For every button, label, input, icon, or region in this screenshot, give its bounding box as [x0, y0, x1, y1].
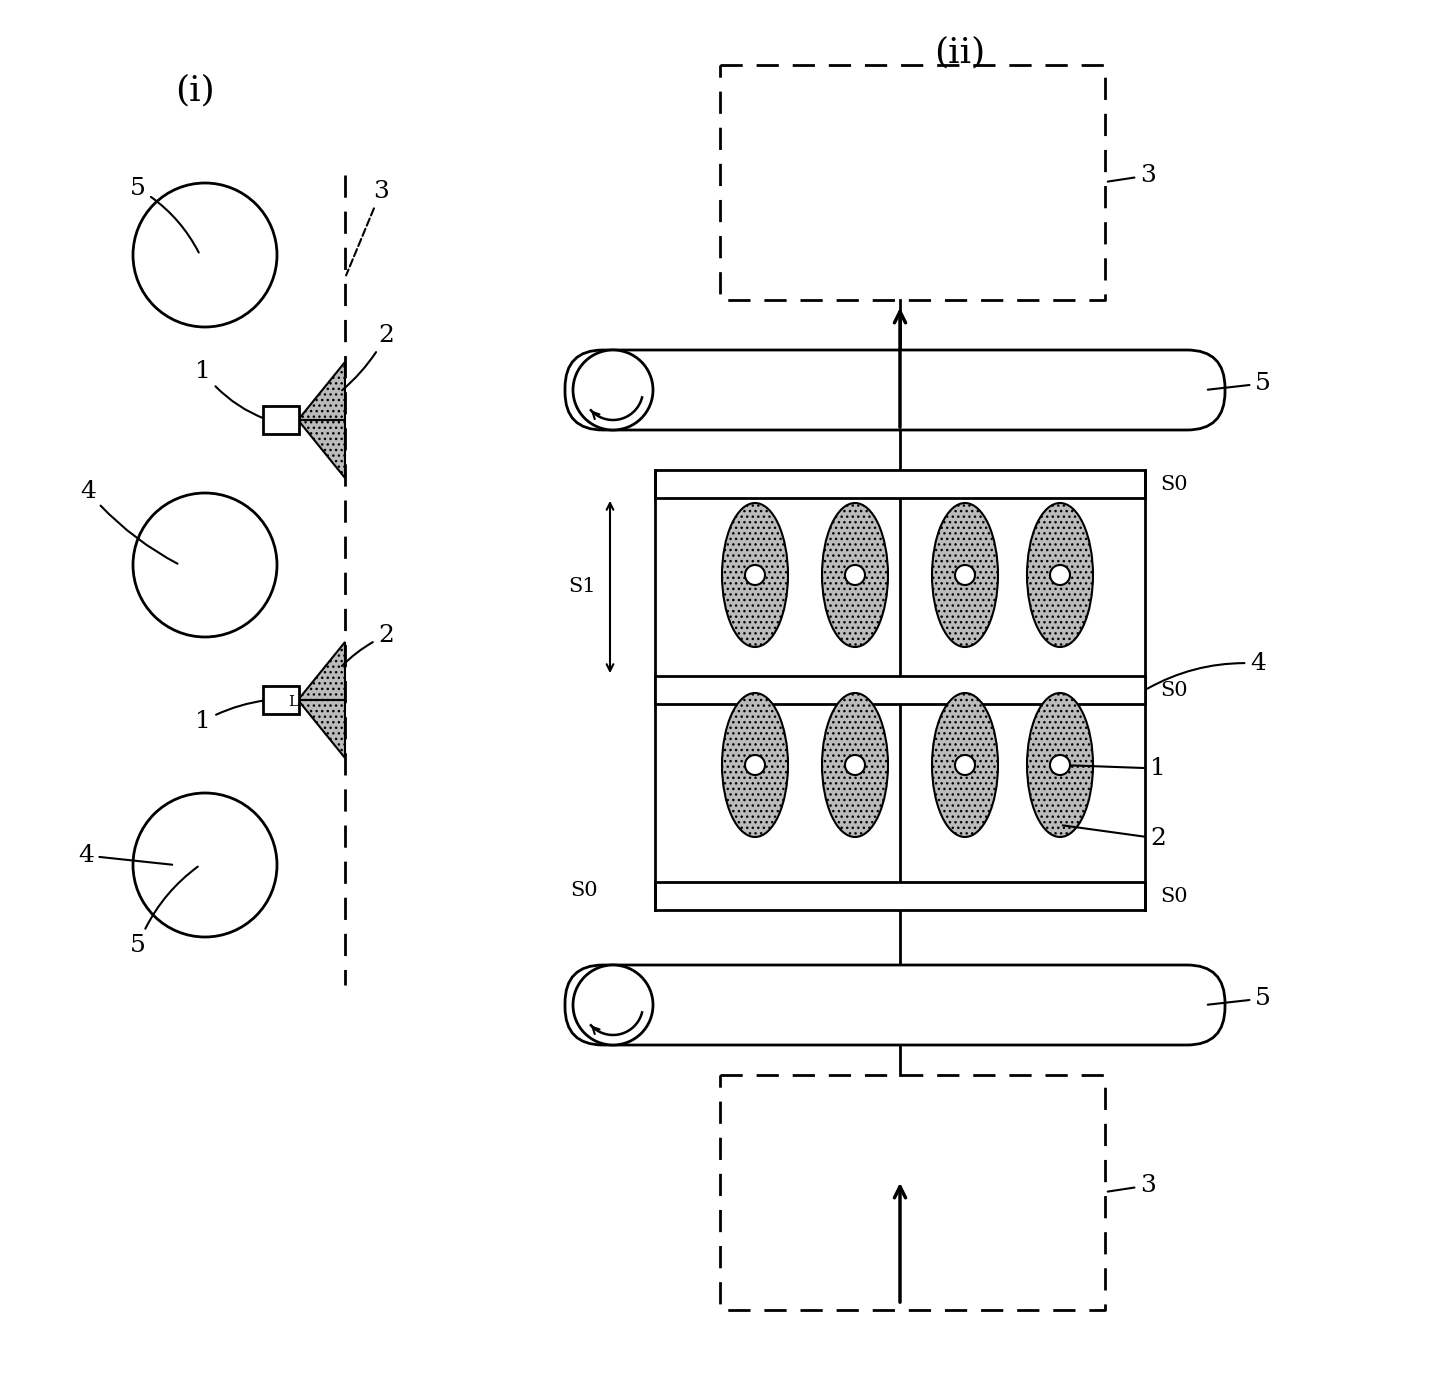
Text: L: L [288, 694, 298, 708]
Circle shape [845, 755, 865, 776]
Ellipse shape [1027, 503, 1094, 647]
Bar [655, 882, 1145, 910]
Circle shape [132, 792, 276, 937]
Text: 1: 1 [1063, 757, 1166, 780]
Text: (i): (i) [176, 73, 214, 106]
Text: 5: 5 [1207, 372, 1271, 395]
Circle shape [573, 965, 653, 1044]
Ellipse shape [722, 503, 789, 647]
Ellipse shape [722, 693, 789, 837]
Text: 5: 5 [1207, 987, 1271, 1009]
Circle shape [955, 566, 976, 585]
Circle shape [1050, 566, 1071, 585]
Ellipse shape [1027, 693, 1094, 837]
Polygon shape [298, 643, 345, 700]
Text: 2: 2 [342, 323, 394, 391]
Text: S0: S0 [1160, 886, 1187, 906]
Text: 3: 3 [1108, 164, 1156, 188]
Text: 4: 4 [78, 844, 173, 867]
Ellipse shape [822, 693, 888, 837]
Ellipse shape [932, 503, 999, 647]
Polygon shape [298, 363, 345, 420]
Text: 2: 2 [342, 624, 394, 666]
Circle shape [955, 755, 976, 776]
Circle shape [745, 755, 766, 776]
Circle shape [573, 350, 653, 430]
Circle shape [132, 493, 276, 637]
Text: S0: S0 [1160, 680, 1187, 700]
Text: S0: S0 [570, 882, 597, 900]
Text: 4: 4 [1147, 652, 1266, 689]
Text: 1: 1 [196, 700, 265, 734]
Text: 3: 3 [1108, 1175, 1156, 1197]
Text: 2: 2 [1063, 826, 1166, 850]
FancyBboxPatch shape [566, 965, 1225, 1044]
Bar [263, 406, 299, 434]
Text: 3: 3 [345, 181, 389, 276]
FancyBboxPatch shape [566, 350, 1225, 430]
Bar [263, 686, 299, 714]
Text: 5: 5 [130, 867, 197, 958]
Text: (ii): (ii) [934, 35, 986, 69]
Text: 5: 5 [130, 176, 199, 252]
Text: S1: S1 [568, 577, 596, 596]
Circle shape [1050, 755, 1071, 776]
Polygon shape [298, 700, 345, 757]
Text: 1: 1 [196, 360, 265, 419]
Text: S0: S0 [1160, 475, 1187, 494]
Bar [655, 676, 1145, 704]
Circle shape [132, 183, 276, 328]
Ellipse shape [822, 503, 888, 647]
Ellipse shape [932, 693, 999, 837]
Circle shape [845, 566, 865, 585]
Bar [655, 470, 1145, 498]
Polygon shape [298, 420, 345, 477]
Circle shape [745, 566, 766, 585]
Text: 4: 4 [81, 480, 177, 564]
